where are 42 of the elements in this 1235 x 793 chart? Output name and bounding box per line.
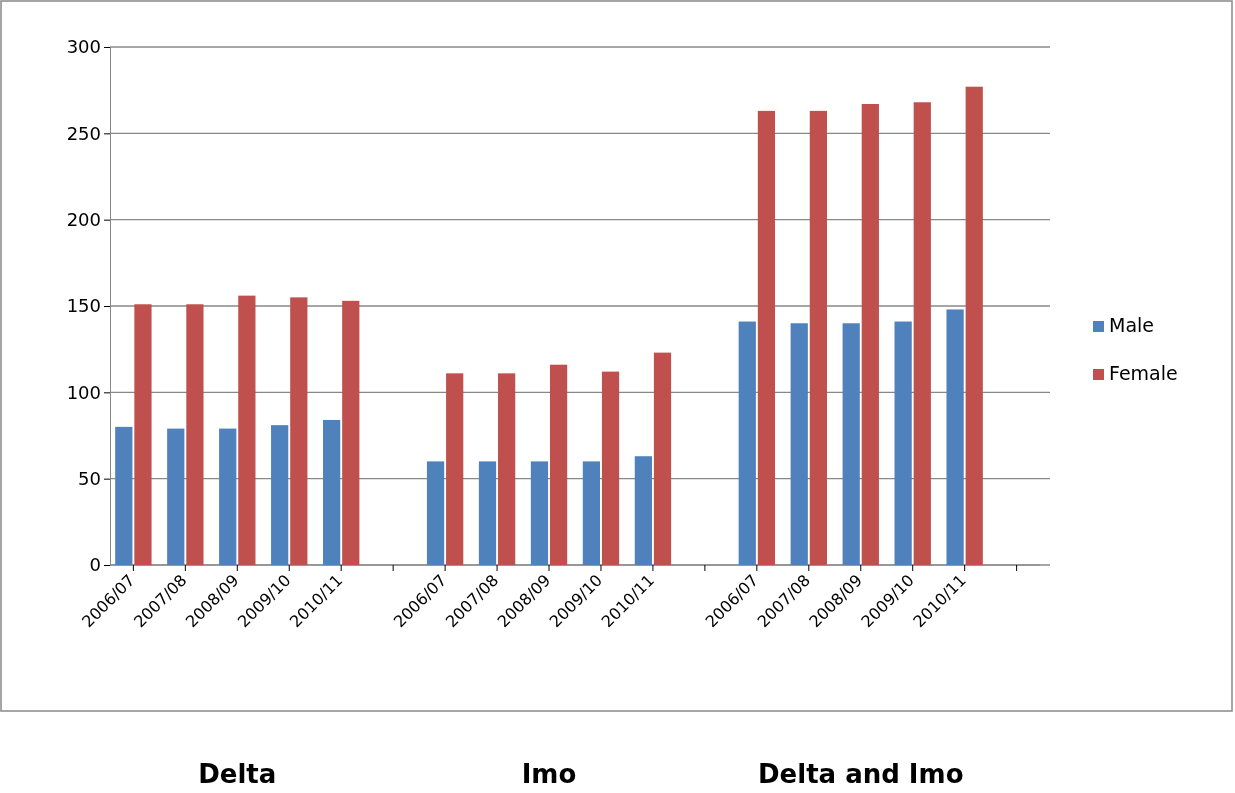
bar bbox=[842, 323, 860, 565]
bar bbox=[115, 426, 133, 565]
y-tick-label: 200 bbox=[66, 208, 101, 230]
bar bbox=[601, 371, 620, 565]
bar bbox=[738, 321, 756, 565]
bar bbox=[271, 425, 289, 565]
legend-label: Female bbox=[1109, 362, 1178, 384]
y-tick-label: 100 bbox=[66, 381, 101, 403]
y-tick-label: 50 bbox=[78, 467, 101, 489]
y-tick-label: 300 bbox=[66, 36, 101, 58]
text: Delta bbox=[198, 759, 277, 789]
bar bbox=[290, 297, 308, 565]
text: Imo bbox=[521, 759, 577, 789]
legend-label: Male bbox=[1109, 314, 1155, 336]
bar bbox=[167, 428, 185, 565]
bar bbox=[790, 323, 808, 565]
bar bbox=[549, 364, 568, 565]
bar bbox=[238, 295, 256, 565]
bar bbox=[478, 461, 497, 565]
y-tick-label: 0 bbox=[89, 554, 101, 576]
bar bbox=[426, 461, 445, 565]
y-tick-label: 250 bbox=[66, 122, 101, 144]
bar bbox=[634, 456, 652, 565]
bar bbox=[757, 110, 776, 565]
bar bbox=[913, 102, 931, 565]
bar bbox=[134, 304, 152, 565]
bar bbox=[946, 309, 964, 565]
bar bbox=[323, 419, 341, 565]
bar bbox=[653, 352, 672, 565]
bar bbox=[861, 103, 879, 565]
bar bbox=[582, 461, 601, 565]
bar bbox=[342, 300, 360, 565]
bar bbox=[894, 321, 912, 565]
text: Delta and Imo bbox=[758, 759, 964, 789]
bar bbox=[446, 373, 464, 565]
bar bbox=[809, 110, 827, 565]
bar bbox=[530, 461, 549, 565]
y-tick-label: 150 bbox=[66, 295, 101, 317]
bar bbox=[965, 86, 983, 565]
bar bbox=[498, 373, 516, 565]
bar bbox=[186, 304, 204, 565]
bar bbox=[219, 428, 237, 565]
